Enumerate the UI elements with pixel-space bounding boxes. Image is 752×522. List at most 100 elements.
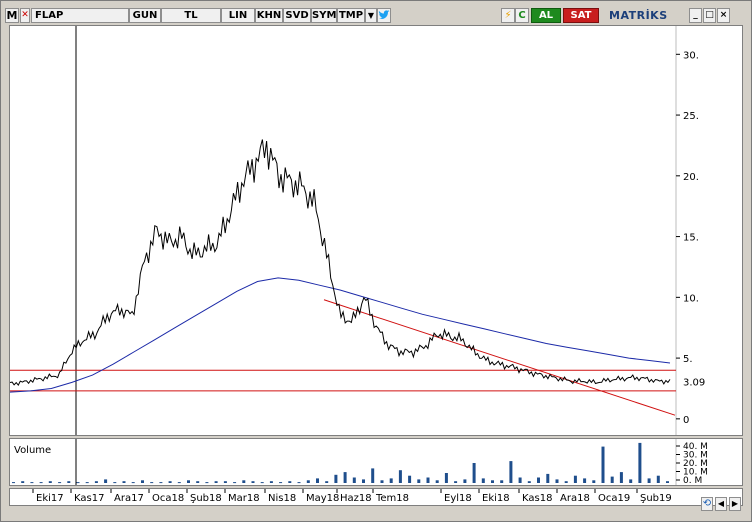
currency-button[interactable]: TL: [161, 8, 221, 23]
volume-bars: [12, 439, 677, 485]
price-tick-label: 30.: [683, 50, 699, 61]
volume-tick-label: 30. M: [683, 451, 708, 461]
volume-bar: [104, 479, 108, 483]
volume-bar: [444, 473, 448, 483]
volume-bar: [638, 442, 642, 483]
chart-navigation: ⟲ ◀ ▶: [701, 497, 743, 515]
price-tick-label: 0: [683, 415, 689, 426]
khn-button[interactable]: KHN: [255, 8, 283, 23]
volume-bar: [454, 481, 458, 483]
volume-chart[interactable]: Volume 40. M30. M20. M10. M0. M: [10, 439, 742, 486]
volume-bar: [592, 480, 596, 483]
volume-bar: [233, 482, 237, 484]
price-tick-label: 10.: [683, 293, 699, 304]
volume-bar: [279, 482, 283, 484]
volume-bar: [214, 481, 218, 483]
volume-bar: [352, 477, 356, 483]
volume-bar: [398, 470, 402, 483]
volume-bar: [269, 481, 273, 483]
volume-bar: [371, 468, 375, 483]
date-axis: Eki17 Kas17 Ara17 Oca18 Şub18 Mar18 Nis18 May18…: [32, 489, 672, 504]
volume-bar: [555, 479, 559, 483]
volume-bar: [573, 475, 577, 483]
price-tick-label: 25.: [683, 111, 699, 122]
svd-button[interactable]: SVD: [283, 8, 311, 23]
date-label: Ara17: [114, 493, 144, 504]
c-refresh-icon[interactable]: C: [515, 8, 529, 23]
triangle-down-icon[interactable]: ▼: [365, 8, 377, 23]
volume-bar: [131, 482, 135, 484]
chevron-left-icon[interactable]: ◀: [715, 497, 727, 511]
horizontal-levels: [10, 369, 676, 392]
volume-bar: [518, 477, 522, 483]
volume-bar: [601, 446, 605, 483]
sym-button[interactable]: SYM: [311, 8, 337, 23]
volume-bar: [177, 482, 181, 484]
minimize-button[interactable]: _: [689, 8, 702, 23]
date-label: Nis18: [268, 493, 296, 504]
volume-bar: [85, 482, 89, 484]
trend-line: [323, 299, 676, 416]
volume-bar: [196, 481, 200, 483]
date-label: Kas18: [522, 493, 552, 504]
volume-bar: [426, 477, 430, 483]
volume-bar: [472, 463, 476, 483]
date-axis-pane: Eki17 Kas17 Ara17 Oca18 Şub18 Mar18 Nis18 May18…: [9, 488, 743, 506]
volume-title: Volume: [14, 445, 51, 456]
volume-bar: [205, 482, 209, 484]
chevron-right-icon[interactable]: ▶: [729, 497, 741, 511]
volume-bar: [150, 482, 154, 484]
volume-bar: [463, 479, 467, 483]
volume-bar: [546, 473, 550, 483]
date-label: Eki17: [36, 493, 64, 504]
volume-bar: [168, 481, 172, 483]
date-label: Eki18: [482, 493, 510, 504]
volume-bar: [619, 472, 623, 483]
volume-bar: [94, 481, 98, 483]
date-label: Mar18: [228, 493, 260, 504]
close-button[interactable]: ×: [717, 8, 730, 23]
price-tick-label: 20.: [683, 172, 699, 183]
volume-bar: [325, 481, 329, 483]
volume-tick-label: 40. M: [683, 442, 708, 452]
volume-bar: [159, 482, 163, 484]
volume-bar: [647, 478, 651, 483]
m-menu-button[interactable]: M: [5, 8, 19, 23]
volume-bar: [67, 481, 71, 483]
volume-bar: [666, 481, 669, 483]
tmp-button[interactable]: TMP: [337, 8, 365, 23]
volume-bar: [58, 482, 62, 484]
volume-bar: [187, 480, 190, 483]
buy-button[interactable]: AL: [531, 8, 561, 23]
volume-bar: [380, 480, 384, 483]
volume-bar: [509, 461, 513, 483]
volume-tick-label: 20. M: [683, 459, 708, 469]
symbol-field[interactable]: FLAP: [31, 8, 129, 23]
volume-bar: [334, 474, 338, 483]
volume-bar: [316, 478, 319, 483]
volume-pane[interactable]: Volume 40. M 30. M 20. M 10. M 0. M: [9, 438, 743, 486]
volume-bar: [251, 481, 255, 483]
date-label: Haz18: [340, 493, 372, 504]
volume-bar: [21, 481, 25, 483]
sync-icon[interactable]: ⟲: [701, 497, 713, 511]
maximize-button[interactable]: □: [703, 8, 716, 23]
volume-bar: [242, 480, 246, 483]
period-button[interactable]: GUN: [129, 8, 161, 23]
volume-bar: [389, 478, 393, 483]
volume-bar: [297, 482, 301, 484]
bird-icon[interactable]: [377, 8, 391, 23]
lightning-icon[interactable]: ⚡: [501, 8, 515, 23]
price-chart-pane[interactable]: 30. 25. 20. 15. 10. 5. 0 3.09: [9, 25, 743, 436]
price-chart[interactable]: 30. 25. 20. 15. 10. 5. 0 3.09: [9, 26, 742, 435]
volume-bar: [537, 477, 540, 483]
volume-bar: [564, 481, 568, 483]
volume-bar: [362, 479, 365, 483]
price-tick-label: 15.: [683, 233, 699, 244]
scale-button[interactable]: LIN: [221, 8, 255, 23]
sell-button[interactable]: SAT: [563, 8, 599, 23]
price-tick-label: 5.: [683, 354, 693, 365]
close-icon[interactable]: ✕: [20, 8, 30, 23]
moving-average-line: [9, 277, 671, 393]
volume-bar: [610, 476, 614, 483]
